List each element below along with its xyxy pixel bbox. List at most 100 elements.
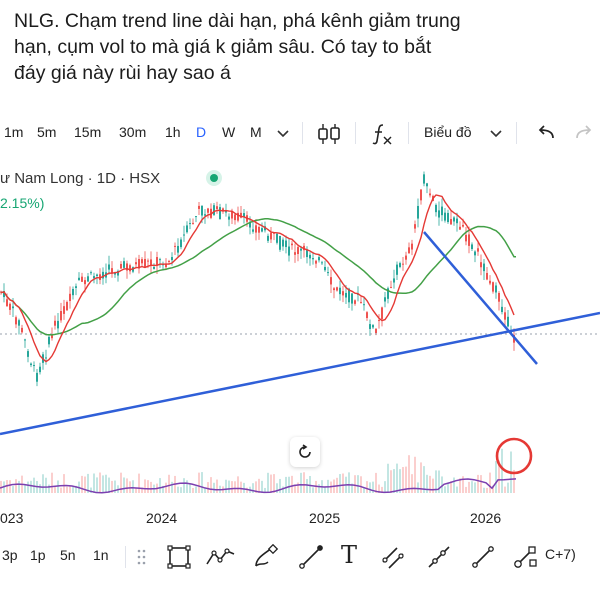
channel-icon[interactable] xyxy=(380,544,406,570)
volume-bar xyxy=(228,480,230,493)
volume-bar xyxy=(231,481,233,493)
undo-icon[interactable] xyxy=(536,124,556,142)
volume-bar xyxy=(363,487,365,493)
candle-body xyxy=(270,232,272,240)
volume-bar xyxy=(132,480,134,493)
ray-icon[interactable] xyxy=(426,544,452,570)
toolbar-divider xyxy=(408,122,409,144)
price-chart[interactable] xyxy=(0,150,600,510)
reset-chart-button[interactable] xyxy=(290,437,320,467)
volume-bar xyxy=(285,476,287,493)
candles-icon[interactable] xyxy=(316,122,342,146)
candle-body xyxy=(261,228,263,232)
volume-cluster-circle[interactable] xyxy=(495,437,533,475)
candle-body xyxy=(330,277,332,285)
chart-type-button[interactable]: Biểu đồ xyxy=(424,124,472,140)
candle-body xyxy=(345,292,347,298)
volume-bar xyxy=(282,486,284,493)
price-change-percent: 2.15%) xyxy=(0,195,45,211)
candle-body xyxy=(18,320,20,326)
candle-body xyxy=(435,204,437,213)
timeframe-1h[interactable]: 1h xyxy=(165,124,181,140)
candle-body xyxy=(72,288,74,296)
candle-body xyxy=(168,260,170,262)
volume-bar xyxy=(369,482,371,493)
volume-bar xyxy=(252,483,254,493)
long-term-uptrend-line[interactable] xyxy=(0,311,600,436)
timeframe-m[interactable]: M xyxy=(250,124,262,140)
candle-body xyxy=(399,263,401,267)
volume-bar xyxy=(123,477,125,493)
candle-body xyxy=(414,224,416,229)
volume-bar xyxy=(24,484,26,493)
volume-bar xyxy=(141,487,143,493)
candle-body xyxy=(417,205,419,219)
candle-body xyxy=(9,303,11,310)
volume-bar xyxy=(324,486,326,493)
candle-body xyxy=(318,257,320,261)
volume-bar xyxy=(30,480,32,493)
volume-bar xyxy=(477,474,479,493)
timeframe-w[interactable]: W xyxy=(222,124,236,140)
candle-body xyxy=(492,282,494,292)
candle-body xyxy=(477,248,479,252)
candle-body xyxy=(30,363,32,366)
volume-bar xyxy=(402,467,404,493)
volume-bar xyxy=(45,477,47,493)
candle-body xyxy=(204,214,206,216)
candle-body xyxy=(474,251,476,256)
volume-bar xyxy=(129,481,131,493)
candle-body xyxy=(363,304,365,306)
candle-body xyxy=(60,311,62,321)
candle-body xyxy=(495,285,497,293)
segment-icon[interactable] xyxy=(470,544,496,570)
timeframe-5n[interactable]: 5n xyxy=(60,547,76,563)
text-icon[interactable]: T xyxy=(341,541,358,569)
brush-icon[interactable] xyxy=(252,544,282,570)
candle-body xyxy=(90,272,92,274)
candle-body xyxy=(48,336,50,345)
timeframe-15m[interactable]: 15m xyxy=(74,124,102,140)
chevron-down-icon[interactable] xyxy=(490,129,502,139)
volume-bar xyxy=(207,482,209,493)
timeframe-1p[interactable]: 1p xyxy=(30,547,46,563)
timeframe-30m[interactable]: 30m xyxy=(119,124,147,140)
polyline-icon[interactable] xyxy=(205,544,237,570)
volume-bar xyxy=(444,486,446,493)
volume-bar xyxy=(468,481,470,493)
volume-bar xyxy=(180,487,182,493)
redo-icon[interactable] xyxy=(574,124,594,142)
rectangle-icon[interactable] xyxy=(166,544,192,570)
trendline-icon[interactable] xyxy=(298,544,324,570)
candle-body xyxy=(387,288,389,299)
volume-bar xyxy=(81,475,83,493)
timeframe-5m[interactable]: 5m xyxy=(37,124,57,140)
timeframe-1m[interactable]: 1m xyxy=(4,124,24,140)
candle-body xyxy=(501,306,503,313)
timeframe-3p[interactable]: 3p xyxy=(2,547,18,563)
candle-body xyxy=(195,216,197,218)
path-icon[interactable] xyxy=(511,544,543,570)
volume-bar xyxy=(54,486,56,493)
volume-bar xyxy=(411,474,413,493)
candle-body xyxy=(486,272,488,280)
timeframe-d[interactable]: D xyxy=(196,124,207,140)
candle-body xyxy=(108,264,110,270)
candle-body xyxy=(144,258,146,268)
candle-body xyxy=(57,320,59,329)
drag-handle-icon[interactable] xyxy=(136,548,146,566)
timeframe-1n[interactable]: 1n xyxy=(93,547,109,563)
volume-bar xyxy=(273,474,275,493)
candle-body xyxy=(456,218,458,224)
candle-body xyxy=(267,235,269,241)
volume-bar xyxy=(42,474,44,493)
candle-body xyxy=(282,239,284,247)
medium-term-downtrend-line[interactable] xyxy=(423,231,538,365)
candle-body xyxy=(84,280,86,285)
volume-bar xyxy=(237,476,239,493)
volume-bar xyxy=(195,486,197,493)
indicator-fx-icon[interactable] xyxy=(370,122,394,146)
candle-body xyxy=(207,208,209,213)
chevron-down-icon[interactable] xyxy=(277,129,289,139)
candle-body xyxy=(201,205,203,216)
